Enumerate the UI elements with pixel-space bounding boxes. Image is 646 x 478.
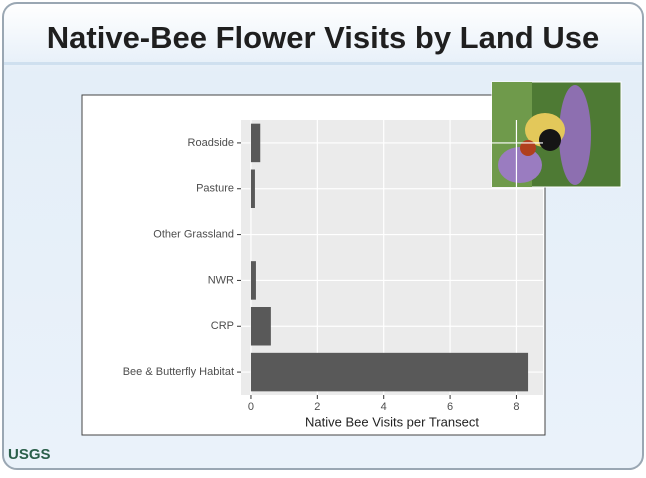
- y-tick-label: Bee & Butterfly Habitat: [123, 366, 234, 378]
- x-axis-title: Native Bee Visits per Transect: [305, 414, 479, 429]
- y-tick-label: Other Grassland: [153, 228, 234, 240]
- title-rule: [4, 62, 642, 65]
- x-tick-label: 0: [248, 401, 254, 413]
- y-tick-label: NWR: [208, 274, 234, 286]
- photo: [491, 81, 622, 188]
- y-tick-label: Pasture: [196, 183, 234, 195]
- x-tick-label: 6: [447, 401, 453, 413]
- bar: [250, 123, 261, 163]
- slide-title: Native-Bee Flower Visits by Land Use: [47, 20, 599, 55]
- bar: [250, 169, 255, 208]
- y-tick-label: CRP: [211, 320, 234, 332]
- x-tick-label: 2: [314, 401, 320, 413]
- x-tick-label: 4: [381, 401, 387, 413]
- y-tick-label: Roadside: [188, 137, 234, 149]
- bar: [250, 352, 529, 392]
- x-tick-label: 8: [513, 401, 519, 413]
- bar: [250, 261, 256, 300]
- usgs-logo: USGS: [8, 446, 51, 463]
- bar: [250, 307, 271, 346]
